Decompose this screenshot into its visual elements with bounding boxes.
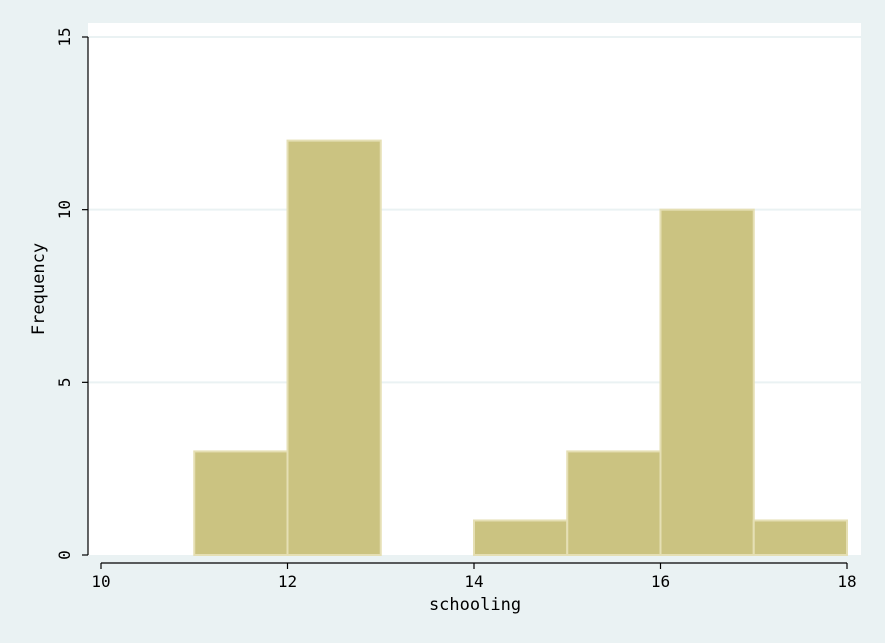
histogram-bar [659,208,755,557]
x-tick-label: 18 [837,572,856,591]
y-tick-label: 10 [55,200,74,219]
histogram-bar [473,519,569,557]
x-tick-label: 10 [91,572,110,591]
x-axis-title: schooling [429,595,521,615]
y-tick-label: 15 [55,27,74,46]
x-tick-label: 16 [651,572,670,591]
y-tick-label: 0 [55,550,74,560]
x-tick-label: 14 [464,572,483,591]
y-tick-label: 5 [55,378,74,388]
bars [193,139,848,557]
histogram-bar [286,139,382,556]
axes: 0 5 10 15 10 12 14 16 18 [55,27,857,591]
histogram-bar [752,519,848,557]
histogram-bar [193,450,289,556]
histogram-bar [566,450,662,556]
x-tick-label: 12 [278,572,297,591]
y-axis-title: Frequency [29,243,49,335]
